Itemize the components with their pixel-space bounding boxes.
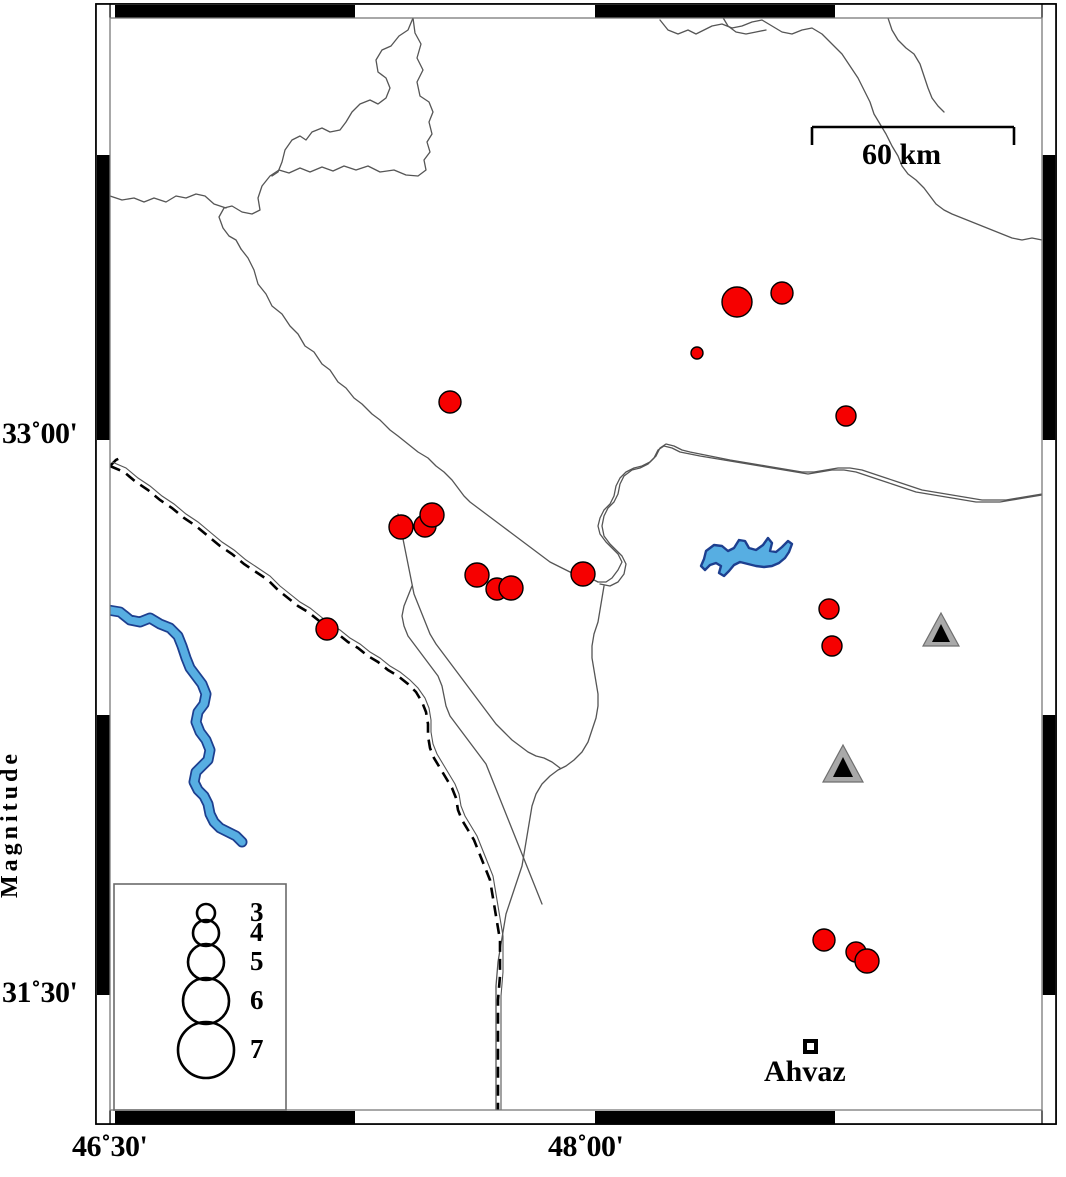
river-feature xyxy=(102,604,248,848)
earthquake-marker xyxy=(570,561,596,587)
scale-bar-label: 60 km xyxy=(862,138,942,171)
scale-bar xyxy=(810,125,1016,145)
legend-magnitude-value: 3 xyxy=(250,897,264,927)
longitude-label-4630: 46˚30' xyxy=(72,1130,148,1163)
longitude-label-4800: 48˚00' xyxy=(548,1130,624,1163)
latitude-label-3130: 31˚30' xyxy=(2,976,78,1009)
earthquake-marker xyxy=(690,346,704,360)
legend-magnitude-circle xyxy=(195,902,217,924)
legend-magnitude-value: 6 xyxy=(250,985,264,1015)
earthquake-marker xyxy=(315,617,339,641)
border-shadow-line xyxy=(111,461,504,1120)
earthquake-marker xyxy=(498,575,524,601)
earthquake-marker xyxy=(854,948,880,974)
station-marker xyxy=(921,611,961,647)
city-symbol-ahvaz xyxy=(803,1039,818,1054)
earthquake-marker xyxy=(721,286,753,318)
frame-left-band xyxy=(95,3,111,1125)
earthquake-marker xyxy=(821,635,843,657)
frame-right-band xyxy=(1041,3,1057,1125)
latitude-label-33: 33˚00' xyxy=(2,417,78,450)
legend-magnitude-circle xyxy=(186,942,226,982)
lake-feature xyxy=(699,536,794,578)
magnitude-legend xyxy=(113,883,287,1111)
earthquake-marker xyxy=(770,281,794,305)
legend-magnitude-circle xyxy=(176,1020,236,1080)
earthquake-marker xyxy=(464,562,490,588)
station-marker xyxy=(821,743,865,783)
earthquake-marker xyxy=(388,514,414,540)
city-label-ahvaz: Ahvaz xyxy=(764,1055,846,1088)
international-border xyxy=(109,454,502,1120)
earthquake-marker xyxy=(419,502,445,528)
earthquake-marker xyxy=(818,598,840,620)
earthquake-epicentres-layer xyxy=(315,281,880,974)
earthquake-marker xyxy=(812,928,836,952)
legend-magnitude-value: 7 xyxy=(250,1034,264,1064)
legend-title: Magnitude xyxy=(0,749,23,898)
legend-magnitude-value: 5 xyxy=(250,946,264,976)
seismic-stations-layer xyxy=(821,611,961,783)
map-frame xyxy=(95,3,1057,1125)
earthquake-marker xyxy=(835,405,857,427)
legend-magnitude-value: 4 xyxy=(250,917,264,947)
legend-circle-group xyxy=(176,902,236,1080)
frame-top-band xyxy=(109,3,1057,19)
earthquake-marker xyxy=(438,390,462,414)
legend-magnitude-circle xyxy=(181,976,231,1026)
frame-bottom-band xyxy=(109,1109,1057,1125)
legend-magnitude-circle xyxy=(191,918,221,948)
